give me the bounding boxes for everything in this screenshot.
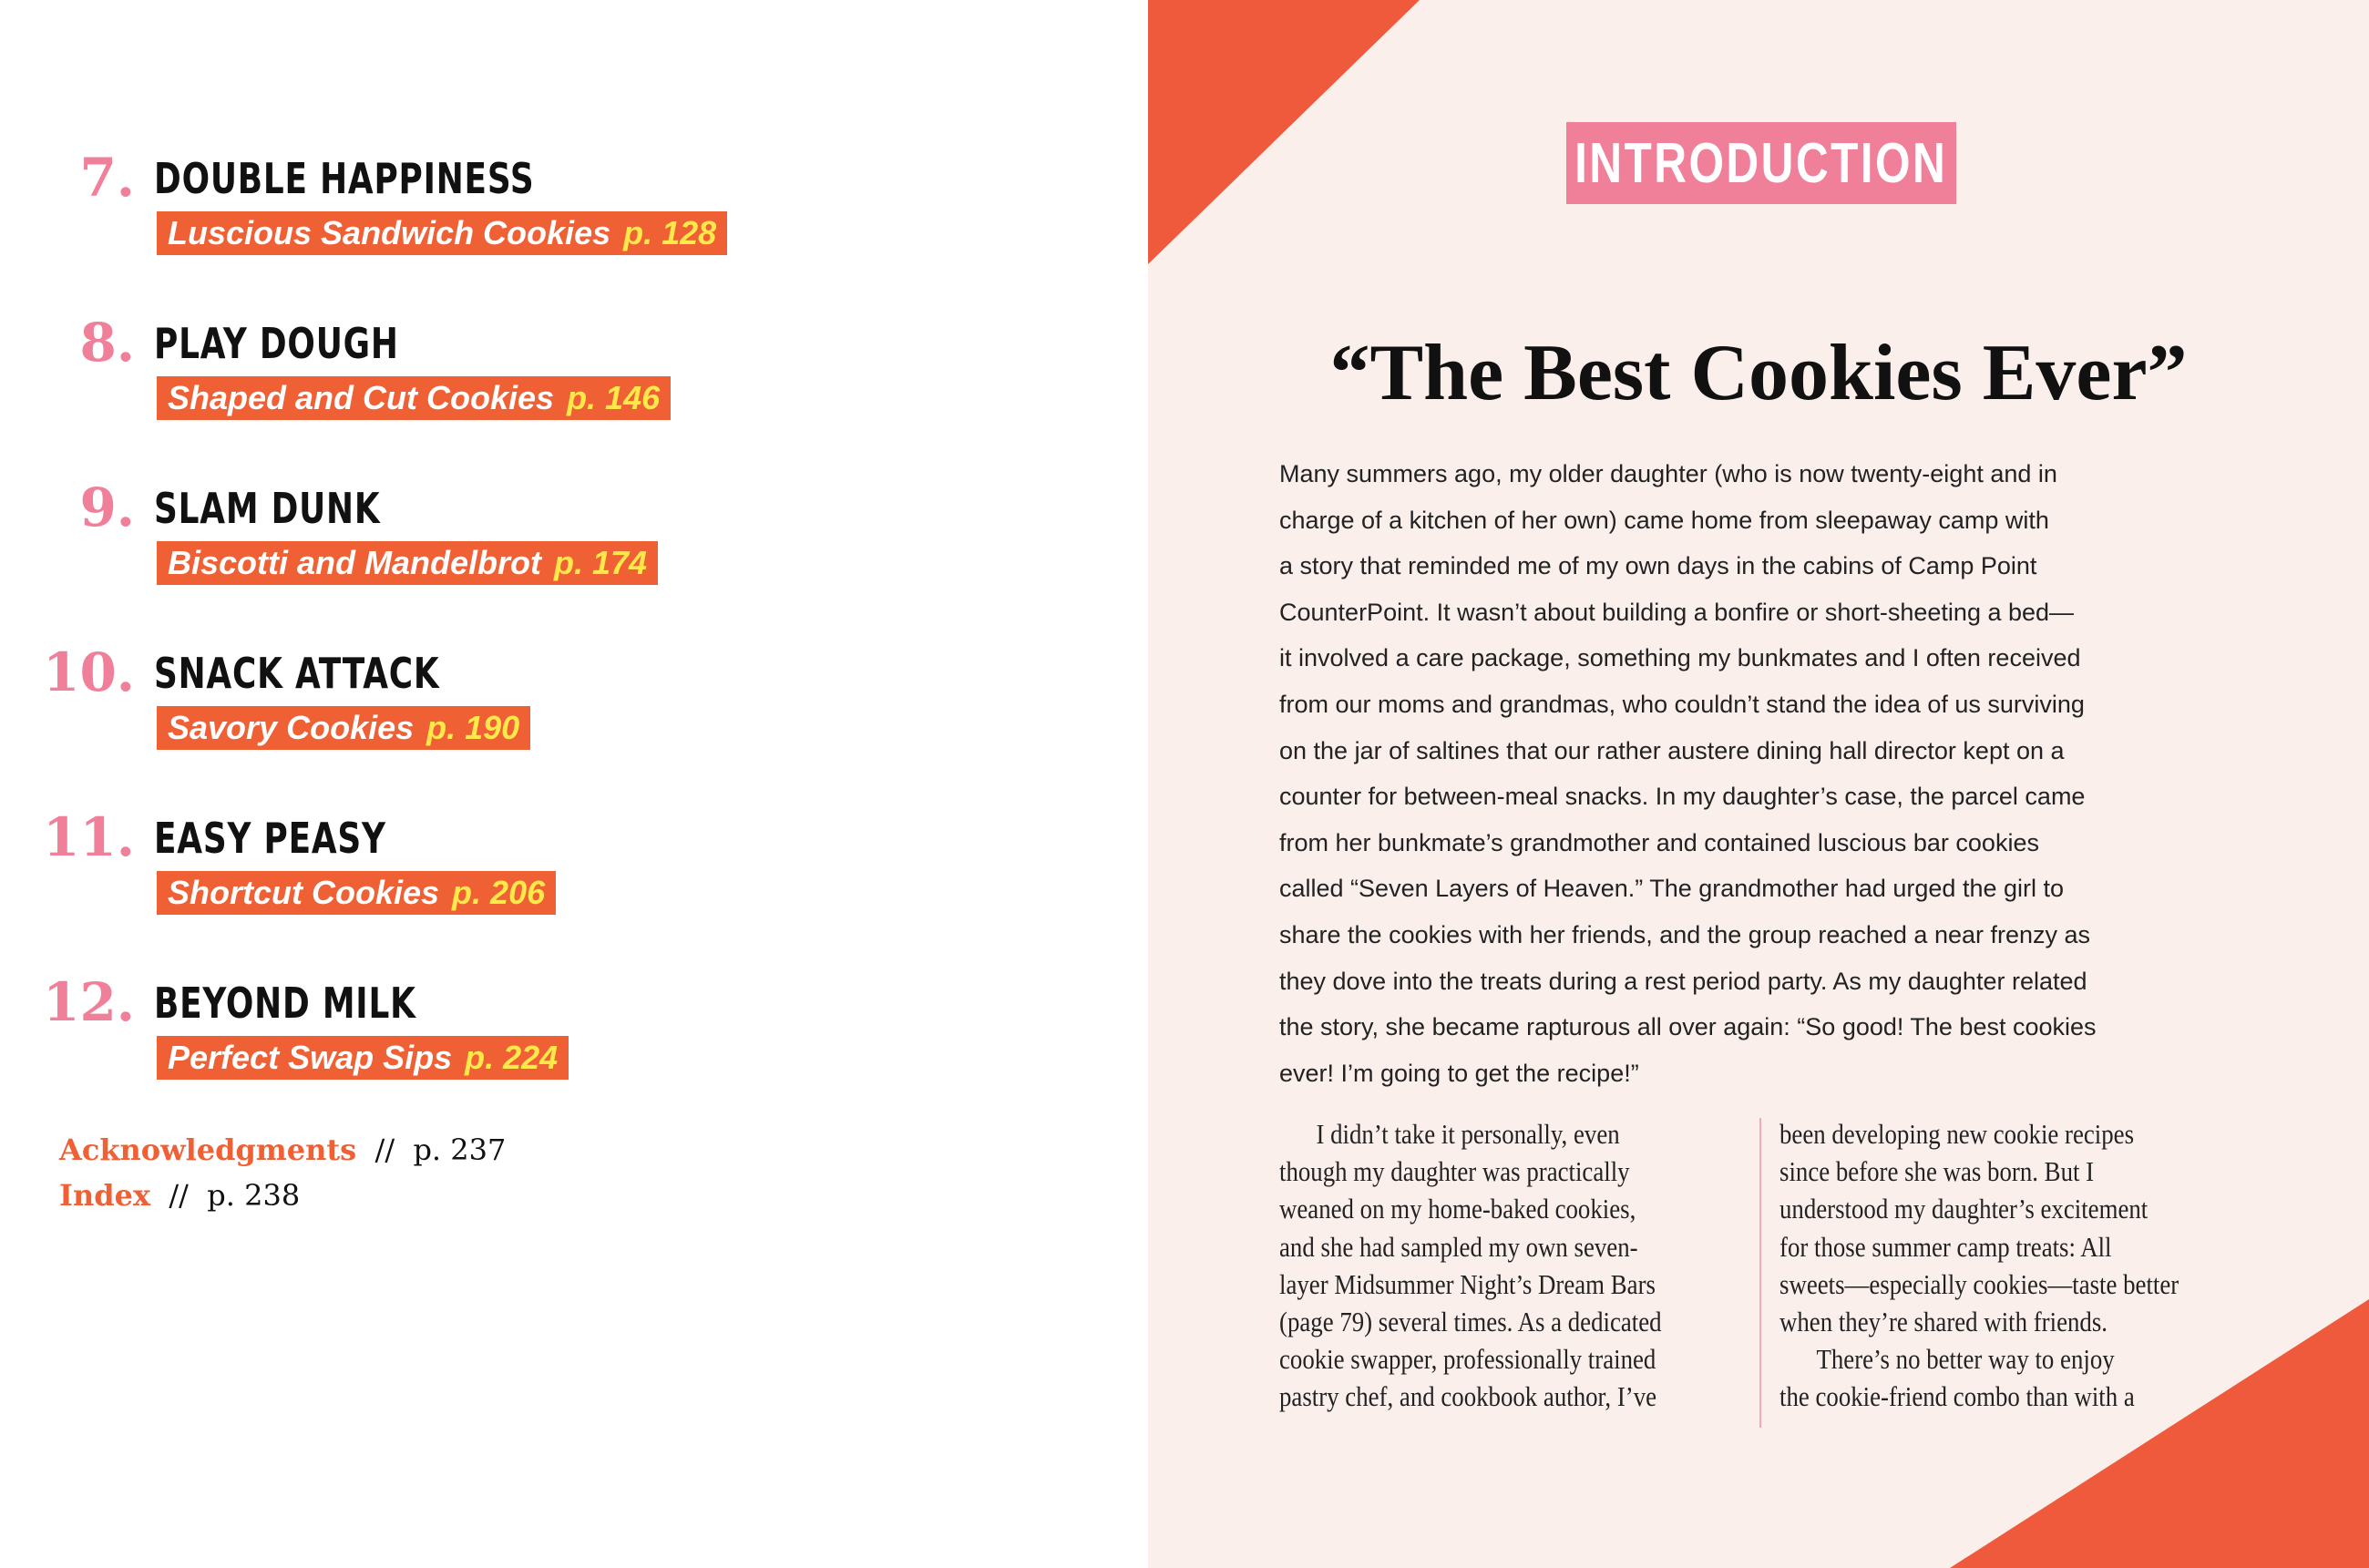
intro-paragraph: Many summers ago, my older daughter (who… [1279, 451, 2245, 1096]
text-line: CounterPoint. It wasn’t about building a… [1279, 598, 2075, 626]
text-line: called “Seven Layers of Heaven.” The gra… [1279, 875, 2065, 903]
page-ref: p. 174 [554, 544, 648, 581]
chapter-subtitle: Perfect Swap Sips [168, 1039, 453, 1076]
page-ref: p. 146 [567, 379, 661, 416]
separator: // [169, 1178, 189, 1213]
page-ref: p. 238 [207, 1178, 301, 1213]
section-label: INTRODUCTION [1566, 122, 1956, 204]
chapter-banner: Perfect Swap Sips p. 224 [157, 1036, 569, 1080]
chapter-number: 11. [43, 806, 135, 868]
chapter-banner: Luscious Sandwich Cookies p. 128 [157, 211, 728, 255]
text-line: share the cookies with her friends, and … [1279, 920, 2091, 948]
chapter-number: 8. [79, 312, 135, 374]
column-right: been developing new cookie recipes since … [1779, 1116, 2244, 1417]
page-title: “The Best Cookies Ever” [1329, 329, 2188, 417]
text-line: cookie swapper, professionally trained [1279, 1344, 1656, 1376]
separator: // [374, 1132, 395, 1167]
chapter-title: BEYOND MILK [154, 979, 416, 1028]
chapter-banner: Shaped and Cut Cookies p. 146 [157, 376, 672, 420]
back-matter-label: Acknowledgments [59, 1132, 357, 1167]
text-line: the story, she became rapturous all over… [1279, 1013, 2097, 1041]
text-line: been developing new cookie recipes [1779, 1119, 2135, 1150]
toc-entry[interactable]: 12. BEYOND MILK Perfect Swap Sips p. 224 [0, 970, 1148, 1107]
text-line: ever! I’m going to get the recipe!” [1279, 1059, 1639, 1087]
column-left: I didn’t take it personally, even though … [1279, 1116, 1744, 1417]
text-line: since before she was born. But I [1779, 1156, 2095, 1188]
text-line: for those summer camp treats: All [1779, 1231, 2112, 1263]
text-line: from her bunkmate’s grandmother and cont… [1279, 828, 2039, 856]
text-line: Many summers ago, my older daughter (who… [1279, 460, 2057, 487]
chapter-subtitle: Shaped and Cut Cookies [168, 379, 555, 416]
toc-entry[interactable]: 7. DOUBLE HAPPINESS Luscious Sandwich Co… [0, 146, 1148, 282]
toc-acknowledgments[interactable]: Acknowledgments // p. 237 [59, 1132, 506, 1167]
text-line: and she had sampled my own seven- [1279, 1231, 1638, 1263]
text-line: they dove into the treats during a rest … [1279, 967, 2087, 995]
chapter-title: DOUBLE HAPPINESS [154, 154, 535, 203]
toc-entry[interactable]: 10. SNACK ATTACK Savory Cookies p. 190 [0, 641, 1148, 777]
left-page: 7. DOUBLE HAPPINESS Luscious Sandwich Co… [0, 0, 1148, 1568]
chapter-subtitle: Savory Cookies [168, 709, 415, 746]
chapter-subtitle: Luscious Sandwich Cookies [168, 214, 611, 251]
chapter-number: 9. [79, 477, 135, 538]
text-line: (page 79) several times. As a dedicated [1279, 1307, 1662, 1338]
text-line: There’s no better way to enjoy [1816, 1344, 2115, 1376]
text-line: counter for between-meal snacks. In my d… [1279, 783, 2086, 811]
text-line: from our moms and grandmas, who couldn’t… [1279, 690, 2085, 718]
page-ref: p. 190 [426, 709, 520, 746]
column-divider [1759, 1118, 1761, 1428]
chapter-subtitle: Biscotti and Mandelbrot [168, 544, 542, 581]
toc-index[interactable]: Index // p. 238 [59, 1178, 300, 1213]
text-line: it involved a care package, something my… [1279, 644, 2081, 672]
chapter-banner: Shortcut Cookies p. 206 [157, 871, 557, 915]
toc-entry[interactable]: 9. SLAM DUNK Biscotti and Mandelbrot p. 1… [0, 476, 1148, 612]
page-ref: p. 206 [452, 874, 546, 911]
text-line: though my daughter was practically [1279, 1156, 1630, 1188]
corner-triangle-top [1148, 0, 1420, 264]
toc-entry[interactable]: 8. PLAY DOUGH Shaped and Cut Cookies p. 1… [0, 311, 1148, 447]
text-line: on the jar of saltines that our rather a… [1279, 736, 2065, 764]
chapter-number: 12. [43, 971, 135, 1033]
chapter-title: PLAY DOUGH [154, 319, 399, 368]
back-matter-label: Index [59, 1178, 151, 1213]
text-line: pastry chef, and cookbook author, I’ve [1279, 1381, 1657, 1413]
text-line: weaned on my home-baked cookies, [1279, 1194, 1636, 1225]
right-page: INTRODUCTION “The Best Cookies Ever” Man… [1148, 0, 2369, 1568]
chapter-number: 10. [43, 641, 135, 703]
chapter-title: SNACK ATTACK [154, 649, 440, 698]
chapter-title: EASY PEASY [154, 814, 386, 863]
text-line: I didn’t take it personally, even [1316, 1119, 1620, 1150]
chapter-title: SLAM DUNK [154, 484, 381, 533]
text-line: sweets—especially cookies—taste better [1779, 1268, 2179, 1300]
chapter-banner: Biscotti and Mandelbrot p. 174 [157, 541, 659, 585]
text-line: charge of a kitchen of her own) came hom… [1279, 506, 2049, 534]
page-ref: p. 224 [465, 1039, 559, 1076]
text-line: when they’re shared with friends. [1779, 1307, 2107, 1338]
text-line: the cookie-friend combo than with a [1779, 1381, 2135, 1413]
text-line: layer Midsummer Night’s Dream Bars [1279, 1268, 1656, 1300]
text-line: a story that reminded me of my own days … [1279, 552, 2037, 580]
toc-entry[interactable]: 11. EASY PEASY Shortcut Cookies p. 206 [0, 805, 1148, 942]
page-ref: p. 128 [623, 214, 717, 251]
chapter-subtitle: Shortcut Cookies [168, 874, 440, 911]
chapter-number: 7. [79, 147, 135, 209]
corner-triangle-bottom [1950, 1299, 2369, 1568]
chapter-banner: Savory Cookies p. 190 [157, 706, 531, 750]
text-line: understood my daughter’s excitement [1779, 1194, 2149, 1225]
page-ref: p. 237 [413, 1132, 507, 1167]
